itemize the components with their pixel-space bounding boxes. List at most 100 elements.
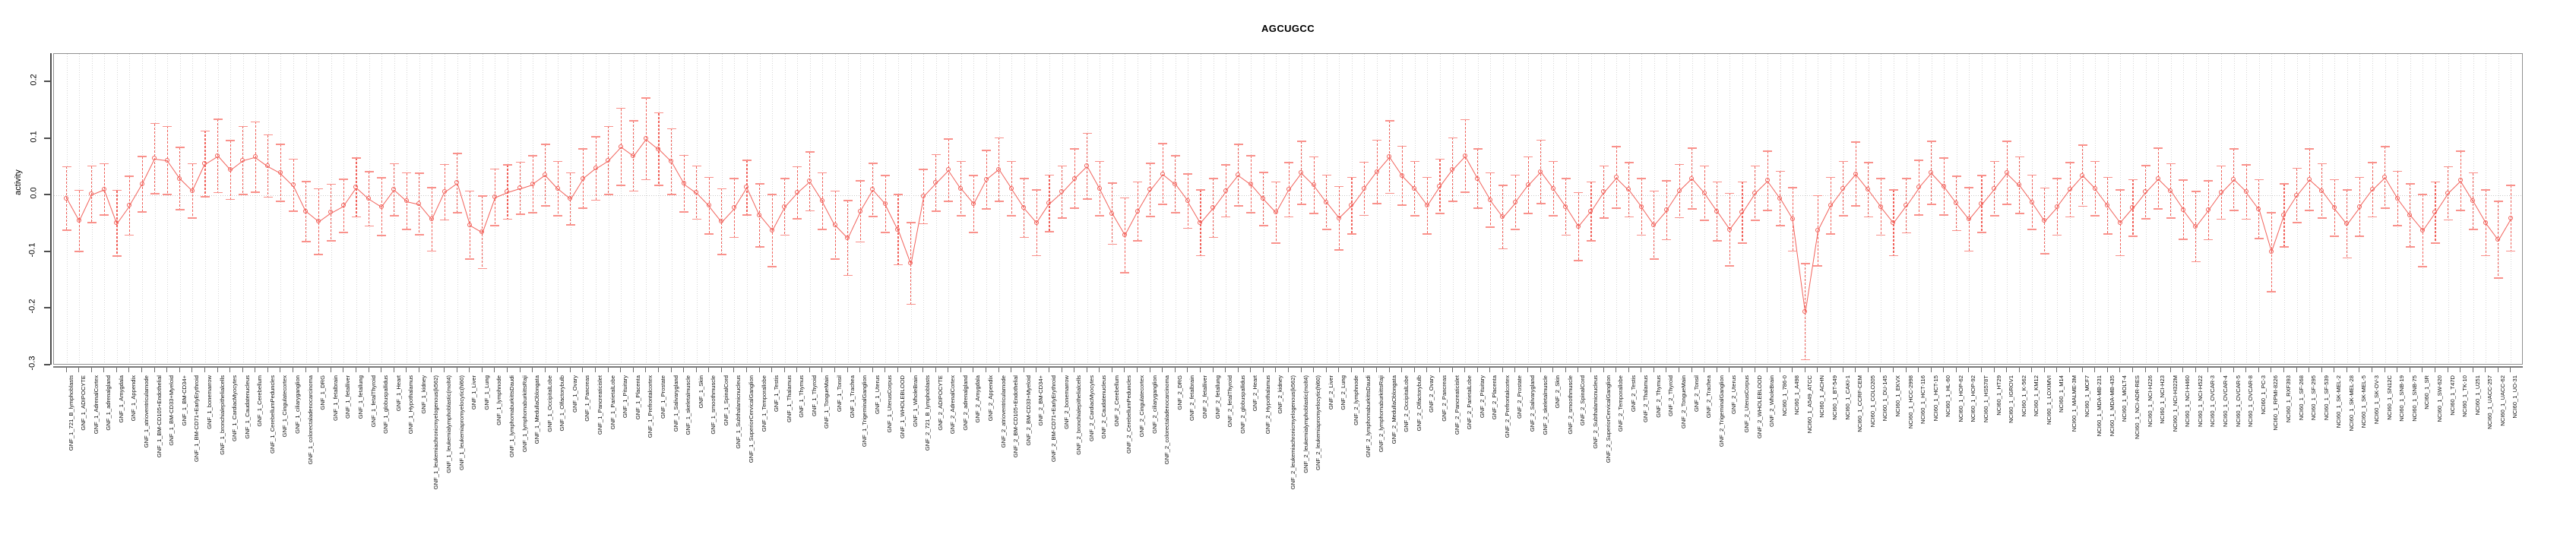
error-bar-cap-upper [717,188,726,190]
error-bar-cap-upper [578,148,588,150]
data-point-marker [1764,178,1770,183]
error-bar-cap-lower [2116,255,2125,257]
x-axis-tick-label: GNF_2_Subthalamicnucleus [1591,375,1599,449]
x-axis-tick-label: NCI60_1_SW-620 [2435,375,2443,422]
error-bar-cap-upper [944,138,954,140]
gridline-vertical [204,54,206,364]
x-axis-tick [2245,368,2247,372]
data-point-marker [1588,208,1593,213]
data-point-marker [2130,205,2135,210]
x-axis-tick [1288,368,1289,372]
error-bar-cap-upper [1422,176,1432,179]
y-axis-tick [44,81,50,83]
error-bar-cap-upper [1612,146,1622,148]
error-bar-cap-upper [1385,120,1394,122]
x-axis-tick-label: GNF_1_Hypothalamus [407,375,415,435]
error-bar-cap-lower [1851,204,1861,207]
error-bar-cap-upper [2279,182,2289,185]
error-bar-cap-upper [2027,174,2037,176]
data-point-marker [1299,170,1304,175]
error-bar-cap-upper [87,165,97,167]
data-point-marker [1626,187,1631,192]
x-axis-tick [834,368,836,372]
error-bar-cap-lower [1486,226,1495,228]
error-bar-cap-upper [1939,157,1949,159]
error-bar-cap-upper [1851,141,1861,144]
x-axis-tick-label: GNF_2_Salivarygland [1529,375,1536,432]
x-axis-tick [1880,368,1881,372]
error-bar-cap-upper [691,165,701,167]
data-point-marker [340,203,346,208]
error-bar-cap-lower [1574,260,1584,261]
error-bar-cap-upper [389,163,399,165]
x-axis-tick-label: GNF_2_UterusCorpus [1742,375,1750,433]
series-connector-line [746,188,761,217]
x-axis-tick-label: NCI60_1_DU-145 [1881,375,1889,422]
error-bar-cap-lower [1976,232,1986,233]
x-axis-tick-label: GNF_1_fetalliver [344,375,352,419]
error-bar-cap-upper [1070,148,1080,150]
y-axis-tick-label-text: 0.0 [29,187,39,200]
x-axis-tick [103,368,105,372]
error-bar-cap-upper [138,156,147,157]
x-axis-tick-label: GNF_1_MedullaOblongata [533,375,541,444]
x-axis-tick [1830,368,1831,372]
error-bar-cap-upper [1271,181,1281,183]
x-axis-tick-label: GNF_1_WholeBrain [911,375,919,427]
series-connector-line [821,201,836,226]
x-axis-tick-label: NCI60_1_KM12 [2033,375,2040,417]
series-connector-line [1654,210,1667,226]
error-bar-cap-upper [843,200,853,201]
error-bar-cap-lower [641,179,651,181]
series-connector-line [2283,195,2297,217]
x-axis-tick [191,368,193,372]
x-axis-tick [305,368,306,372]
x-axis-tick-label: NCI60_1_HOP-92 [1970,375,1977,422]
x-axis-tick [2207,368,2209,372]
error-bar-cap-upper [1347,176,1356,179]
data-point-marker [2344,221,2350,226]
data-point-marker [366,196,372,201]
error-bar-cap-upper [1712,181,1722,183]
error-bar-cap-upper [2103,176,2112,179]
data-point-marker [543,172,548,178]
x-axis-tick-label: GNF_1_Pancreas [584,375,591,422]
error-bar-cap-upper [2456,150,2466,152]
data-point-marker [593,166,598,171]
data-point-marker [1336,215,1341,220]
x-axis-tick [1930,368,1932,372]
data-point-marker [1097,185,1102,191]
error-bar-cap-upper [1334,185,1344,188]
x-axis-tick-label: NCI60_1_A549_ATCC [1805,375,1813,434]
series-connector-line [910,197,924,264]
data-point-marker [2105,203,2110,208]
error-bar-cap-lower [2254,238,2264,239]
data-point-marker [89,191,94,197]
x-axis-tick-label: GNF_1_Uterus [873,375,881,415]
x-axis-tick-label: GNF_2_BM-CD34+ [1037,375,1045,426]
x-axis-tick-label: GNF_2_ciliaryganglion [1150,375,1158,434]
error-bar-cap-lower [2229,209,2239,211]
x-axis-tick [1426,368,1428,372]
error-bar-cap-upper [1926,141,1936,142]
error-bar-cap-upper [1662,180,1672,182]
error-bar-cap-upper [125,175,134,177]
x-axis-tick-label: GNF_1_Placenta [634,375,641,420]
x-axis-tick-label: NCI60_1_UACC-62 [2498,375,2506,426]
data-point-marker [2382,175,2388,179]
y-axis-tick [44,364,50,365]
data-point-marker [64,195,69,201]
error-bar-cap-upper [628,120,638,122]
error-bar-cap-lower [402,229,412,230]
x-axis-tick [1502,368,1503,372]
error-bar-cap-upper [1737,181,1747,183]
error-bar-cap-lower [238,194,248,195]
error-bar-cap-upper [1750,165,1760,167]
x-axis-tick [1275,368,1277,372]
error-bar-cap-upper [1435,158,1445,160]
data-point-marker [277,170,283,175]
error-bar-cap-upper [251,121,261,123]
error-bar-cap-lower [780,234,790,236]
error-bar-cap-lower [1561,234,1571,236]
error-bar-cap-lower [2493,277,2503,279]
